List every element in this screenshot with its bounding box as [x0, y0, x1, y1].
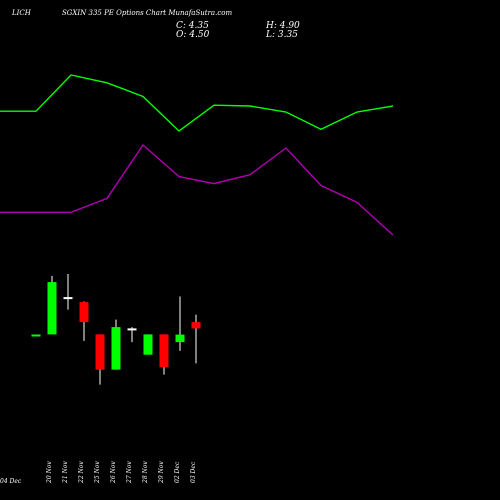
candle-body [95, 334, 105, 370]
green-indicator-line [0, 74, 394, 132]
x-tick-label: 27 Nov [126, 461, 133, 484]
candle-body [191, 322, 201, 329]
x-tick-label: 02 Dec [174, 461, 181, 483]
magenta-indicator-line [0, 143, 394, 236]
x-tick-label: 20 Nov [46, 461, 53, 484]
candle-body [31, 334, 41, 337]
low-value: L: 3.35 [266, 30, 298, 40]
candle-body [111, 327, 121, 370]
chart-title: SGXIN 335 PE Options Chart MunafaSutra.c… [62, 9, 233, 17]
x-tick-label: 25 Nov [94, 461, 101, 484]
x-tick-label: 26 Nov [110, 461, 117, 484]
candle-body [127, 328, 137, 331]
open-value: O: 4.50 [176, 30, 210, 40]
x-tick-label: 04 Dec [0, 478, 22, 485]
close-value: C: 4.35 [176, 21, 209, 31]
x-tick-label: 29 Nov [158, 461, 165, 484]
candle-body [63, 297, 73, 300]
x-tick-label: 03 Dec [190, 461, 197, 483]
candle-body [159, 334, 169, 368]
x-tick-label: 21 Nov [62, 461, 69, 484]
chart-symbol: LICH [12, 9, 31, 17]
x-tick-label: 22 Nov [78, 461, 85, 484]
x-tick-label: 28 Nov [142, 461, 149, 484]
candle-body [79, 302, 89, 323]
candle-body [175, 334, 185, 343]
candle-body [143, 334, 153, 355]
high-value: H: 4.90 [266, 21, 300, 31]
candle-body [47, 282, 57, 335]
